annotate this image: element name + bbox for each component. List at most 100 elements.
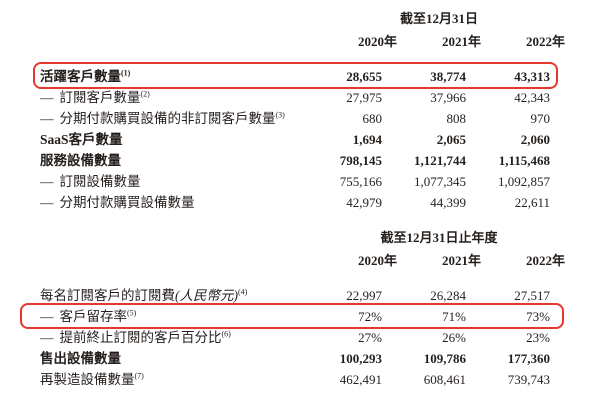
table-row: 服務設備數量 798,145 1,121,744 1,115,468 [40, 150, 565, 171]
value-cell-2022: 1,092,857 [498, 174, 550, 189]
footnote-superscript: (7) [134, 371, 144, 381]
value-cell-2022: 970 [530, 111, 551, 126]
table-rows: 每名訂閱客戶的訂閱費(人民幣元)(4) 22,997 26,284 27,517… [20, 285, 565, 390]
row-label-text: SaaS客戶數量 [40, 132, 123, 147]
row-label: — 分期付款購買設備數量 [40, 192, 313, 213]
value-cell-2021: 1,077,345 [414, 174, 466, 189]
table-row: 活躍客戶數量(1) 28,655 38,774 43,313 [33, 62, 565, 89]
value-cell-2020: 798,145 [339, 153, 382, 168]
value-cell-2021: 808 [446, 111, 467, 126]
dash-prefix: — [40, 111, 54, 126]
row-label: 每名訂閱客戶的訂閱費(人民幣元)(4) [40, 285, 313, 306]
value-cell-2021: 71% [442, 309, 466, 324]
value-cell-2020: 72% [358, 309, 382, 324]
value-cell-2020: 28,655 [346, 69, 382, 84]
value-cell-2020: 1,694 [352, 132, 382, 147]
footnote-superscript: (3) [275, 110, 285, 120]
row-label-text: 再製造設備數量 [40, 372, 135, 387]
table-row: 售出設備數量 100,293 109,786 177,360 [40, 348, 565, 369]
table-row: 每名訂閱客戶的訂閱費(人民幣元)(4) 22,997 26,284 27,517 [40, 285, 565, 306]
footnote-superscript: (2) [140, 89, 150, 99]
period-header-row: 截至12月31日止年度 [40, 229, 565, 247]
label-column-spacer [40, 229, 313, 247]
row-label-text: 提前終止訂閱的客戶百分比 [59, 330, 222, 345]
row-label-text: 售出設備數量 [40, 351, 121, 366]
dash-prefix: — [40, 174, 54, 189]
value-cell-2022: 43,313 [514, 69, 550, 84]
table-row: SaaS客戶數量 1,694 2,065 2,060 [40, 129, 565, 150]
label-column-spacer [40, 32, 313, 52]
row-label-text: 每名訂閱客戶的訂閱費 [40, 288, 175, 303]
value-cell-2020: 22,997 [346, 288, 382, 303]
value-cell-2020: 755,166 [339, 174, 382, 189]
row-label-text: 分期付款購買設備的非訂閱客戶數量 [59, 111, 276, 126]
value-cell-2022: 23% [526, 330, 550, 345]
value-cell-2021: 2,065 [436, 132, 466, 147]
dash-prefix: — [40, 309, 54, 324]
value-cell-2020: 42,979 [346, 195, 382, 210]
row-label: SaaS客戶數量 [40, 129, 313, 150]
row-label-italic: (人民幣元) [175, 288, 238, 303]
row-label: 服務設備數量 [40, 150, 313, 171]
year-header: 2020年 [357, 253, 397, 268]
value-cell-2021: 44,399 [430, 195, 466, 210]
period-header: 截至12月31日 [399, 11, 478, 26]
operating-data-table-second: 截至12月31日止年度 2020年 2021年 2022年 每名訂閱客戶的訂閱費(人… [20, 229, 565, 390]
table-row: 再製造設備數量(7) 462,491 608,461 739,743 [40, 369, 565, 390]
year-header-row: 2020年 2021年 2022年 [40, 32, 565, 52]
year-header: 2020年 [357, 34, 397, 49]
footnote-superscript: (5) [127, 308, 137, 318]
value-cell-2021: 26,284 [430, 288, 466, 303]
value-cell-2022: 177,360 [507, 351, 550, 366]
value-cell-2022: 22,611 [514, 195, 550, 210]
row-label-text: 客戶留存率 [59, 309, 128, 324]
period-header: 截至12月31日止年度 [380, 230, 498, 245]
value-cell-2022: 27,517 [514, 288, 550, 303]
value-cell-2021: 38,774 [430, 69, 466, 84]
value-cell-2022: 73% [526, 309, 550, 324]
dash-prefix: — [40, 90, 54, 105]
period-header-row: 截至12月31日 [40, 10, 565, 28]
label-column-spacer [40, 251, 313, 271]
row-label: — 提前終止訂閱的客戶百分比(6) [40, 327, 313, 348]
footnote-superscript: (6) [221, 329, 231, 339]
value-cell-2021: 608,461 [423, 372, 466, 387]
table-row: — 訂閱設備數量 755,166 1,077,345 1,092,857 [40, 171, 565, 192]
label-column-spacer [40, 10, 313, 28]
year-header: 2021年 [441, 34, 481, 49]
row-label: 再製造設備數量(7) [40, 369, 313, 390]
table-row: — 訂閱客戶數量(2) 27,975 37,966 42,343 [40, 87, 565, 108]
operating-data-table-first: 截至12月31日 2020年 2021年 2022年 活躍客戶數量(1) 28,65… [33, 10, 565, 213]
row-label-text: 分期付款購買設備數量 [59, 195, 195, 210]
row-label-text: 服務設備數量 [40, 153, 121, 168]
year-header: 2021年 [441, 253, 481, 268]
row-label: — 訂閱客戶數量(2) [40, 87, 313, 108]
value-cell-2020: 100,293 [339, 351, 382, 366]
footnote-superscript: (1) [121, 68, 131, 78]
value-cell-2021: 26% [442, 330, 466, 345]
value-cell-2022: 42,343 [514, 90, 550, 105]
year-header: 2022年 [525, 253, 565, 268]
row-label-text: 活躍客戶數量 [40, 69, 121, 84]
value-cell-2020: 680 [362, 111, 383, 126]
value-cell-2020: 27,975 [346, 90, 382, 105]
table-row: — 提前終止訂閱的客戶百分比(6) 27% 26% 23% [40, 327, 565, 348]
row-label-text: 訂閱客戶數量 [59, 90, 141, 105]
table-row: — 分期付款購買設備數量 42,979 44,399 22,611 [40, 192, 565, 213]
table-row: — 分期付款購買設備的非訂閱客戶數量(3) 680 808 970 [40, 108, 565, 129]
value-cell-2022: 2,060 [520, 132, 550, 147]
row-label: — 訂閱設備數量 [40, 171, 313, 192]
dash-prefix: — [40, 330, 54, 345]
dash-prefix: — [40, 195, 54, 210]
row-label: 售出設備數量 [40, 348, 313, 369]
year-header: 2022年 [525, 34, 565, 49]
row-label: 活躍客戶數量(1) [40, 66, 313, 87]
value-cell-2020: 462,491 [339, 372, 382, 387]
value-cell-2021: 1,121,744 [414, 153, 466, 168]
value-cell-2022: 1,115,468 [498, 153, 550, 168]
row-label-text: 訂閱設備數量 [59, 174, 141, 189]
table-row: — 客戶留存率(5) 72% 71% 73% [20, 303, 565, 329]
row-label: — 分期付款購買設備的非訂閱客戶數量(3) [40, 108, 313, 129]
value-cell-2020: 27% [358, 330, 382, 345]
